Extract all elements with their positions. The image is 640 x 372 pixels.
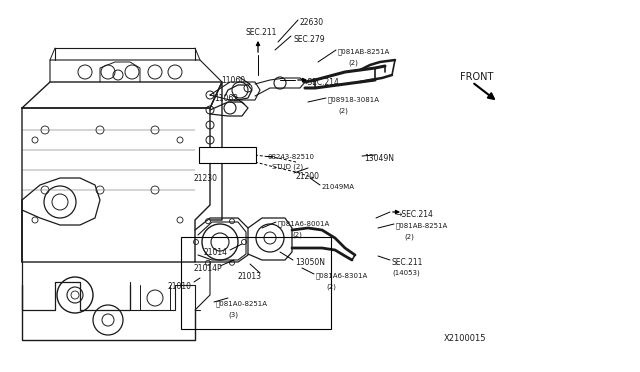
- Text: (3): (3): [228, 312, 238, 318]
- Text: 21014P: 21014P: [194, 264, 223, 273]
- Text: 21014: 21014: [204, 248, 228, 257]
- Text: Ⓑ081AB-8251A: Ⓑ081AB-8251A: [338, 48, 390, 55]
- Text: 21010: 21010: [168, 282, 192, 291]
- Text: 21013: 21013: [238, 272, 262, 281]
- Text: 22630: 22630: [300, 18, 324, 27]
- Text: →SEC.214: →SEC.214: [302, 78, 340, 87]
- Text: FRONT: FRONT: [460, 72, 493, 82]
- Text: 11062: 11062: [214, 94, 238, 103]
- Text: SEC.279: SEC.279: [293, 35, 324, 44]
- Text: (2): (2): [338, 108, 348, 115]
- Text: 21230: 21230: [193, 174, 217, 183]
- Text: 08243-82510: 08243-82510: [268, 154, 315, 160]
- Text: SEC.211: SEC.211: [392, 258, 424, 267]
- Text: (2): (2): [404, 234, 414, 241]
- Text: →SEC.214: →SEC.214: [396, 210, 434, 219]
- Text: (2): (2): [348, 60, 358, 67]
- Text: (14053): (14053): [392, 270, 420, 276]
- Text: Ⓑ081A0-8251A: Ⓑ081A0-8251A: [216, 300, 268, 307]
- Text: STUD (2): STUD (2): [272, 164, 303, 170]
- Text: Ⓑ081A6-8301A: Ⓑ081A6-8301A: [316, 272, 368, 279]
- Text: Ⓑ081AB-8251A: Ⓑ081AB-8251A: [396, 222, 448, 229]
- Text: 21200: 21200: [296, 172, 320, 181]
- Text: 21049M: 21049M: [202, 154, 233, 163]
- Text: 21049MA: 21049MA: [322, 184, 355, 190]
- Text: 13050N: 13050N: [295, 258, 325, 267]
- Text: X2100015: X2100015: [444, 334, 486, 343]
- Text: SEC.211: SEC.211: [245, 28, 276, 37]
- Text: (2): (2): [326, 284, 336, 291]
- FancyBboxPatch shape: [199, 147, 256, 163]
- Text: Ⓝ08918-3081A: Ⓝ08918-3081A: [328, 96, 380, 103]
- Text: Ⓑ081A6-8001A: Ⓑ081A6-8001A: [278, 220, 330, 227]
- Text: 13049N: 13049N: [364, 154, 394, 163]
- Text: 11060: 11060: [221, 76, 245, 85]
- Text: (2): (2): [292, 232, 302, 238]
